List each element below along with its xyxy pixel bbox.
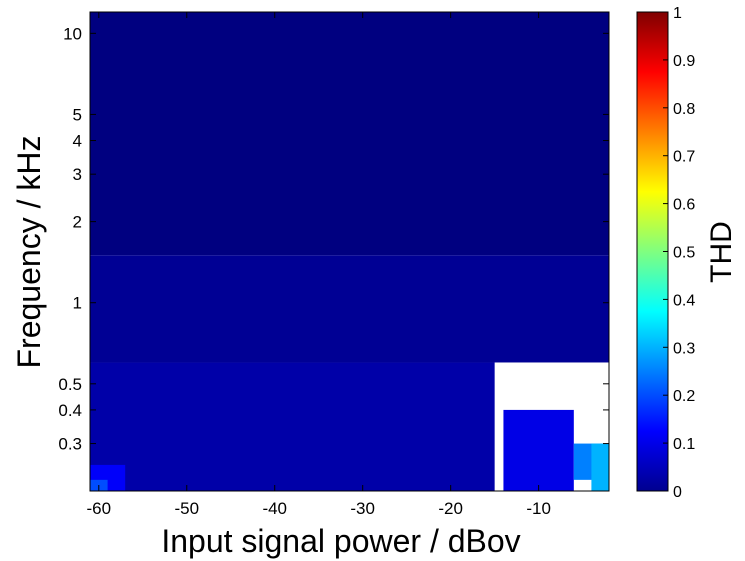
heatmap-region-7 bbox=[591, 443, 609, 491]
colorbar-tick-label: 0.4 bbox=[673, 292, 695, 309]
y-tick-label: 0.5 bbox=[58, 375, 82, 394]
plot-frame bbox=[89, 11, 610, 492]
y-tick-label: 2 bbox=[73, 213, 82, 232]
colorbar-tick-label: 0.1 bbox=[673, 436, 695, 453]
heatmap-cells bbox=[90, 12, 609, 491]
x-axis-label: Input signal power / dBov bbox=[161, 523, 520, 559]
x-tick-label: -50 bbox=[174, 499, 199, 518]
x-tick-label: -20 bbox=[438, 499, 463, 518]
colorbar-tick-label: 0.5 bbox=[673, 245, 695, 262]
x-tick-label: -40 bbox=[262, 499, 287, 518]
y-tick-label: 1 bbox=[73, 294, 82, 313]
y-tick-label: 5 bbox=[73, 105, 82, 124]
y-tick-label: 10 bbox=[63, 24, 82, 43]
colorbar-tick-label: 0.6 bbox=[673, 197, 695, 214]
x-tick-label: -30 bbox=[350, 499, 375, 518]
colorbar-tick-label: 0.9 bbox=[673, 53, 695, 70]
colorbar-ticks: 0 0.1 0.2 0.3 0.4 0.5 0.6 0.7 0.8 0.9 1 bbox=[663, 5, 695, 501]
colorbar-tick-label: 0.2 bbox=[673, 388, 695, 405]
heatmap-region-5 bbox=[503, 409, 574, 491]
y-axis-label: Frequency / kHz bbox=[11, 136, 47, 369]
colorbar-tick-label: 0.8 bbox=[673, 101, 695, 118]
y-tick-label: 0.3 bbox=[58, 435, 82, 454]
x-tick-label: -60 bbox=[87, 499, 112, 518]
x-tick-label: -10 bbox=[526, 499, 551, 518]
colorbar-tick-label: 0.3 bbox=[673, 340, 695, 357]
y-axis-ticks: 0.3 0.4 0.5 1 2 3 4 5 10 bbox=[58, 24, 609, 454]
colorbar-tick-label: 0.7 bbox=[673, 149, 695, 166]
x-axis-ticks: -60 -50 -40 -30 -20 -10 bbox=[87, 12, 551, 518]
heatmap-region-2 bbox=[90, 362, 495, 491]
y-tick-label: 4 bbox=[73, 132, 82, 151]
y-tick-label: 3 bbox=[73, 165, 82, 184]
colorbar-tick-label: 1 bbox=[673, 5, 682, 22]
heatmap-region-0 bbox=[90, 12, 609, 256]
heatmap-region-1 bbox=[90, 255, 609, 363]
colorbar-tick-label: 0 bbox=[673, 484, 682, 501]
colorbar-label: THD bbox=[705, 221, 738, 283]
colorbar bbox=[636, 11, 669, 492]
y-tick-label: 0.4 bbox=[58, 401, 82, 420]
